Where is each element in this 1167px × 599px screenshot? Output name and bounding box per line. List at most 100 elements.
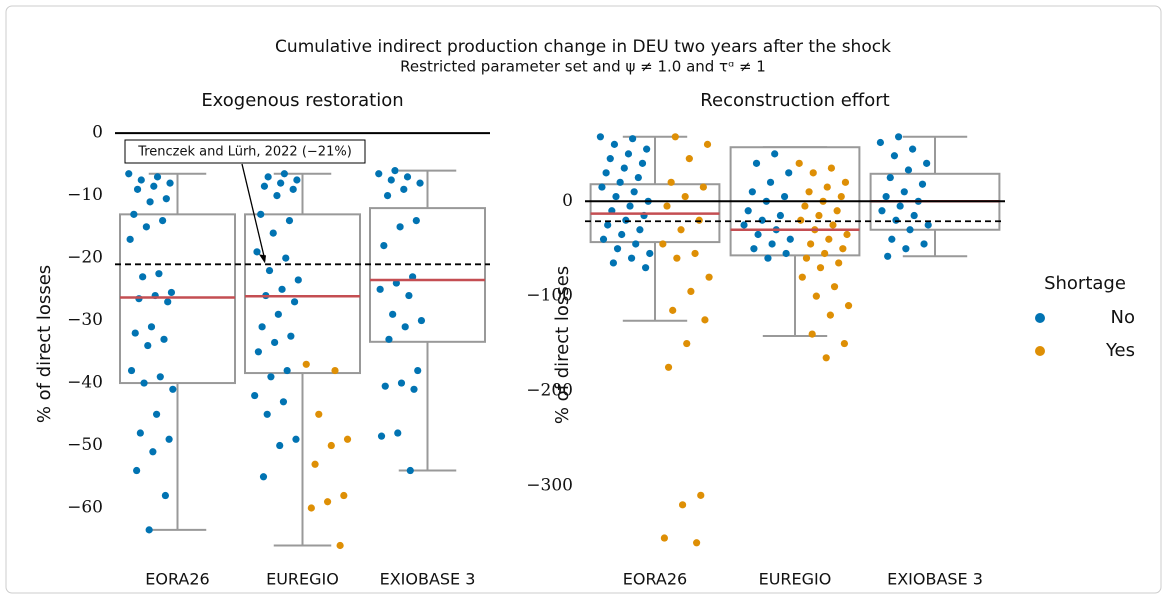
point <box>833 207 841 215</box>
point <box>826 311 834 319</box>
point <box>331 366 339 375</box>
point <box>302 360 310 368</box>
point <box>276 441 284 450</box>
point <box>785 169 793 177</box>
point <box>146 198 154 206</box>
point <box>375 170 383 178</box>
axes-title: Reconstruction effort <box>700 90 889 111</box>
point <box>130 210 138 218</box>
point <box>327 441 335 450</box>
point <box>830 283 839 291</box>
point <box>381 382 389 390</box>
point <box>140 379 148 387</box>
point <box>126 235 134 243</box>
point <box>766 178 775 186</box>
point <box>265 266 274 275</box>
point <box>127 366 136 375</box>
y-tick-label: −60 <box>67 498 103 518</box>
point <box>677 226 685 234</box>
point <box>678 501 687 509</box>
point <box>385 335 393 343</box>
point <box>315 410 323 418</box>
point <box>160 335 168 343</box>
point <box>136 429 144 437</box>
point <box>878 207 886 215</box>
point <box>167 288 176 297</box>
point <box>618 230 626 239</box>
point <box>904 166 913 174</box>
y-tick-label: −100 <box>526 286 573 306</box>
point <box>258 323 266 331</box>
point <box>843 230 851 239</box>
point <box>152 410 161 418</box>
point <box>287 332 295 340</box>
point <box>397 379 406 387</box>
x-tick-label: EORA26 <box>145 570 209 589</box>
point <box>377 432 386 440</box>
frame <box>5 5 1162 594</box>
point <box>758 216 766 224</box>
point <box>392 279 400 287</box>
point <box>782 249 790 258</box>
y-axis-label: % of direct losses <box>552 266 573 424</box>
legend-marker <box>1035 346 1045 356</box>
point <box>886 173 894 182</box>
point <box>311 460 319 468</box>
point <box>391 167 399 175</box>
point <box>642 264 650 272</box>
point <box>596 133 605 141</box>
y-axis-label: % of direct losses <box>34 265 55 423</box>
point <box>924 221 932 229</box>
point <box>169 385 177 393</box>
point <box>257 210 265 218</box>
point <box>691 249 699 258</box>
point <box>273 192 281 200</box>
x-tick-label: EUREGIO <box>266 570 339 589</box>
point <box>748 188 756 196</box>
point <box>307 504 315 512</box>
point <box>599 235 608 243</box>
point <box>139 273 147 281</box>
point <box>416 179 424 187</box>
point <box>821 249 829 258</box>
point <box>251 391 259 400</box>
point <box>632 240 640 248</box>
point <box>703 140 712 148</box>
point <box>837 192 845 201</box>
point <box>646 249 654 258</box>
point <box>910 211 918 220</box>
point <box>403 173 412 181</box>
point <box>798 273 806 281</box>
legend-title: Shortage <box>1044 273 1126 294</box>
point <box>604 221 612 229</box>
point <box>624 150 633 158</box>
y-tick-label: −40 <box>67 373 103 393</box>
point <box>613 245 622 253</box>
point <box>285 216 294 225</box>
point <box>807 240 815 248</box>
point <box>410 385 418 393</box>
x-tick-label: EXIOBASE 3 <box>887 570 983 589</box>
point <box>145 526 153 534</box>
point <box>764 254 772 262</box>
arrow-head <box>259 254 266 264</box>
point <box>153 173 162 181</box>
x-tick-label: EUREGIO <box>759 570 832 589</box>
point <box>622 216 630 224</box>
point <box>269 229 277 237</box>
point <box>839 245 847 253</box>
point <box>776 211 785 220</box>
point <box>884 252 892 260</box>
point <box>805 188 813 196</box>
point <box>809 169 817 177</box>
point <box>909 145 917 153</box>
point <box>825 235 833 243</box>
point <box>609 259 617 267</box>
point <box>923 159 931 167</box>
point <box>612 192 620 201</box>
point <box>401 323 409 331</box>
point <box>634 173 642 182</box>
point <box>293 176 301 184</box>
point <box>920 240 928 248</box>
point <box>417 316 426 325</box>
